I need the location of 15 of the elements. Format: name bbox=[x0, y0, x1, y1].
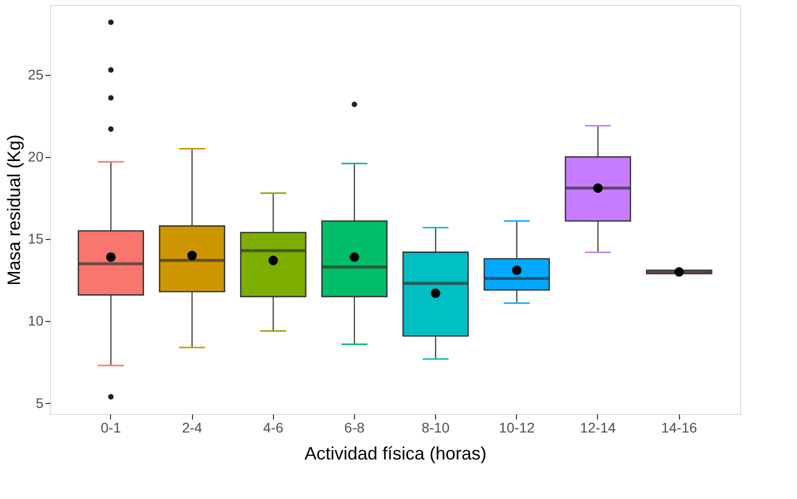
x-axis-title: Actividad física (horas) bbox=[304, 444, 487, 464]
x-tick-label: 12-14 bbox=[580, 420, 616, 436]
y-tick-label: 5 bbox=[36, 394, 44, 411]
x-tick-label: 2-4 bbox=[182, 420, 202, 436]
x-tick-label: 10-12 bbox=[498, 420, 535, 436]
y-tick-label: 10 bbox=[28, 312, 44, 329]
x-tick-label: 4-6 bbox=[263, 420, 284, 436]
x-tick-label: 0-1 bbox=[100, 420, 122, 436]
x-tick-label: 14-16 bbox=[661, 420, 698, 436]
y-axis-title: Masa residual (Kg) bbox=[4, 134, 24, 286]
y-tick-label: 20 bbox=[28, 148, 44, 164]
x-tick-label: 8-10 bbox=[422, 420, 450, 436]
x-tick-label: 6-8 bbox=[344, 420, 365, 436]
y-tick-label: 15 bbox=[28, 230, 44, 247]
y-tick-label: 25 bbox=[28, 66, 44, 82]
